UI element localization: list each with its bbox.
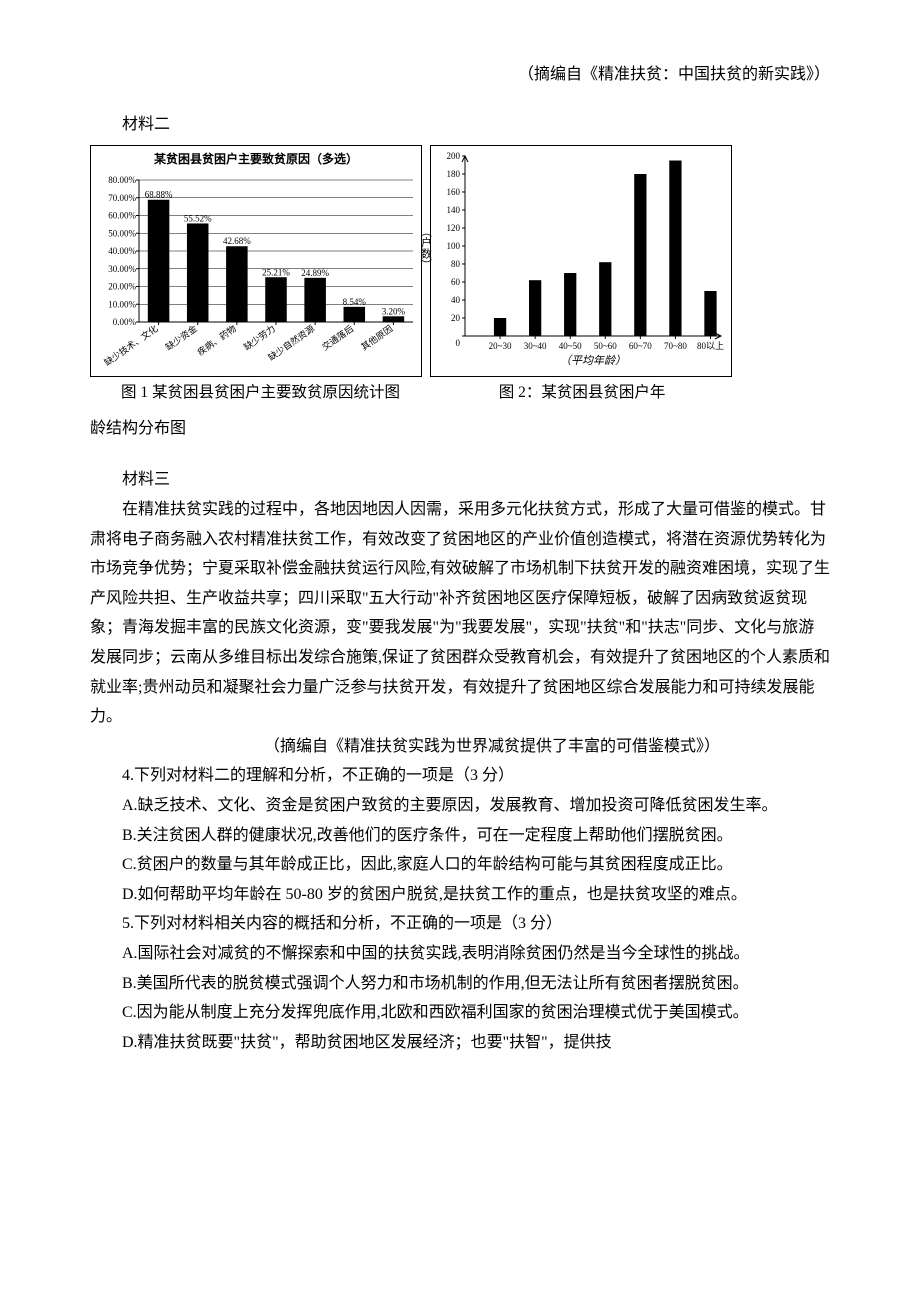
svg-text:缺少技术、文化: 缺少技术、文化 xyxy=(102,323,160,368)
svg-text:60.00%: 60.00% xyxy=(108,211,136,221)
chart-1-svg: 0.00% 10.00% 20.00% 30.00% 40.00% 50.00% 60.00… xyxy=(91,172,421,382)
q4-B: B.关注贫困人群的健康状况,改善他们的医疗条件，可在一定程度上帮助他们摆脱贫困。 xyxy=(90,821,830,851)
svg-text:80: 80 xyxy=(451,259,461,269)
q5-C: C.因为能从制度上充分发挥兜底作用,北欧和西欧福利国家的贫困治理模式优于美国模式… xyxy=(90,998,830,1028)
svg-text:42.68%: 42.68% xyxy=(223,237,251,247)
svg-text:50.00%: 50.00% xyxy=(108,229,136,239)
q4-stem: 4.下列对材料二的理解和分析，不正确的一项是（3 分） xyxy=(90,761,830,791)
q4-D: D.如何帮助平均年龄在 50-80 岁的贫困户脱贫,是扶贫工作的重点，也是扶贫攻… xyxy=(90,880,830,910)
svg-text:30.00%: 30.00% xyxy=(108,264,136,274)
svg-text:0: 0 xyxy=(456,338,461,348)
svg-text:40~50: 40~50 xyxy=(559,341,582,351)
svg-text:68.88%: 68.88% xyxy=(145,190,173,200)
svg-text:40: 40 xyxy=(451,295,461,305)
svg-text:3.20%: 3.20% xyxy=(382,307,406,317)
svg-text:60: 60 xyxy=(451,277,461,287)
svg-text:25.21%: 25.21% xyxy=(262,268,290,278)
caption-2a: 图 2：某贫困县贫困户年 xyxy=(460,379,830,408)
svg-text:70~80: 70~80 xyxy=(664,341,687,351)
svg-text:24.89%: 24.89% xyxy=(301,268,329,278)
q5-stem: 5.下列对材料相关内容的概括和分析，不正确的一项是（3 分） xyxy=(90,909,830,939)
source-citation-top: （摘编自《精准扶贫：中国扶贫的新实践》） xyxy=(90,60,830,90)
svg-text:60~70: 60~70 xyxy=(629,341,652,351)
svg-text:交通落后: 交通落后 xyxy=(320,323,356,353)
charts-row: 某贫困县贫困户主要致贫原因（多选） 0.00% 10.00% 20.00% 30.00… xyxy=(90,145,830,377)
svg-text:200: 200 xyxy=(447,151,461,161)
chart-1-title: 某贫困县贫困户主要致贫原因（多选） xyxy=(91,146,421,172)
svg-text:50~60: 50~60 xyxy=(594,341,617,351)
q4-C: C.贫困户的数量与其年龄成正比，因此,家庭人口的年龄结构可能与其贫困程度成正比。 xyxy=(90,850,830,880)
section-3-title: 材料三 xyxy=(90,465,830,495)
q4-A: A.缺乏技术、文化、资金是贫困户致贫的主要原因，发展教育、增加投资可降低贫困发生… xyxy=(90,791,830,821)
svg-text:0.00%: 0.00% xyxy=(113,317,137,327)
svg-text:8.54%: 8.54% xyxy=(343,297,367,307)
svg-text:其他原因: 其他原因 xyxy=(359,323,395,353)
svg-text:30~40: 30~40 xyxy=(524,341,547,351)
svg-text:（平均年龄）: （平均年龄） xyxy=(560,354,626,367)
svg-text:160: 160 xyxy=(447,187,461,197)
caption-2b: 龄结构分布图 xyxy=(90,414,830,444)
svg-text:55.52%: 55.52% xyxy=(184,214,212,224)
chart-2-box: （户数） 20406080100120140160180200020~3030~… xyxy=(430,145,732,377)
chart-1-box: 某贫困县贫困户主要致贫原因（多选） 0.00% 10.00% 20.00% 30.00… xyxy=(90,145,422,377)
section-2-title: 材料二 xyxy=(90,110,830,140)
svg-text:20: 20 xyxy=(451,313,461,323)
svg-text:疾病、药物: 疾病、药物 xyxy=(195,323,238,358)
q5-A: A.国际社会对减贫的不懈探索和中国的扶贫实践,表明消除贫困仍然是当今全球性的挑战… xyxy=(90,939,830,969)
svg-text:70.00%: 70.00% xyxy=(108,193,136,203)
chart-2-ylabel: （户数） xyxy=(415,226,435,270)
q5-D: D.精准扶贫既要"扶贫"，帮助贫困地区发展经济；也要"扶智"，提供技 xyxy=(90,1028,830,1058)
svg-text:40.00%: 40.00% xyxy=(108,246,136,256)
svg-text:100: 100 xyxy=(447,241,461,251)
svg-text:180: 180 xyxy=(447,169,461,179)
svg-text:缺少劳力: 缺少劳力 xyxy=(241,323,277,353)
svg-text:20.00%: 20.00% xyxy=(108,282,136,292)
section-3-body: 在精准扶贫实践的过程中，各地因地因人因需，采用多元化扶贫方式，形成了大量可借鉴的… xyxy=(90,495,830,732)
svg-text:10.00%: 10.00% xyxy=(108,300,136,310)
svg-text:140: 140 xyxy=(447,205,461,215)
svg-text:120: 120 xyxy=(447,223,461,233)
q5-B: B.美国所代表的脱贫模式强调个人努力和市场机制的作用,但无法让所有贫困者摆脱贫困… xyxy=(90,969,830,999)
source-citation-3: （摘编自《精准扶贫实践为世界减贫提供了丰富的可借鉴模式》） xyxy=(90,732,830,762)
svg-text:80以上: 80以上 xyxy=(697,341,724,351)
svg-text:80.00%: 80.00% xyxy=(108,175,136,185)
chart-2-svg: 20 40 60 80 100 120 140 160 180 200 0 20~30 30~40 40~… xyxy=(431,146,731,376)
svg-text:20~30: 20~30 xyxy=(489,341,512,351)
svg-text:缺少资金: 缺少资金 xyxy=(163,323,199,353)
chart-captions: 图 1 某贫困县贫困户主要致贫原因统计图 图 2：某贫困县贫困户年 xyxy=(90,379,830,408)
caption-1: 图 1 某贫困县贫困户主要致贫原因统计图 xyxy=(90,379,460,408)
